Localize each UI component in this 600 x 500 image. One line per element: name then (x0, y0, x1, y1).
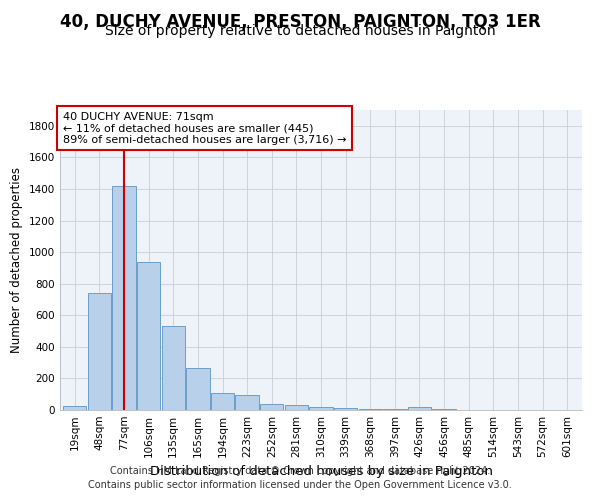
Bar (260, 404, 283, 410)
Bar (408, 407, 431, 410)
Bar (63, 406, 86, 410)
Bar (112, 186, 136, 410)
Bar (383, 409, 407, 410)
Text: 40, DUCHY AVENUE, PRESTON, PAIGNTON, TQ3 1ER: 40, DUCHY AVENUE, PRESTON, PAIGNTON, TQ3… (59, 12, 541, 30)
Bar (161, 326, 185, 410)
Bar (88, 293, 111, 410)
Bar (235, 395, 259, 410)
Bar (211, 394, 234, 410)
Text: Contains HM Land Registry data © Crown copyright and database right 2024.
Contai: Contains HM Land Registry data © Crown c… (88, 466, 512, 490)
Bar (310, 407, 332, 410)
Bar (359, 409, 382, 410)
Bar (284, 406, 308, 410)
Text: Size of property relative to detached houses in Paignton: Size of property relative to detached ho… (104, 24, 496, 38)
Bar (334, 408, 358, 410)
X-axis label: Distribution of detached houses by size in Paignton: Distribution of detached houses by size … (149, 466, 493, 478)
Bar (433, 409, 456, 410)
Bar (137, 262, 160, 410)
Y-axis label: Number of detached properties: Number of detached properties (10, 167, 23, 353)
Bar (186, 368, 209, 410)
Text: 40 DUCHY AVENUE: 71sqm
← 11% of detached houses are smaller (445)
89% of semi-de: 40 DUCHY AVENUE: 71sqm ← 11% of detached… (62, 112, 346, 144)
